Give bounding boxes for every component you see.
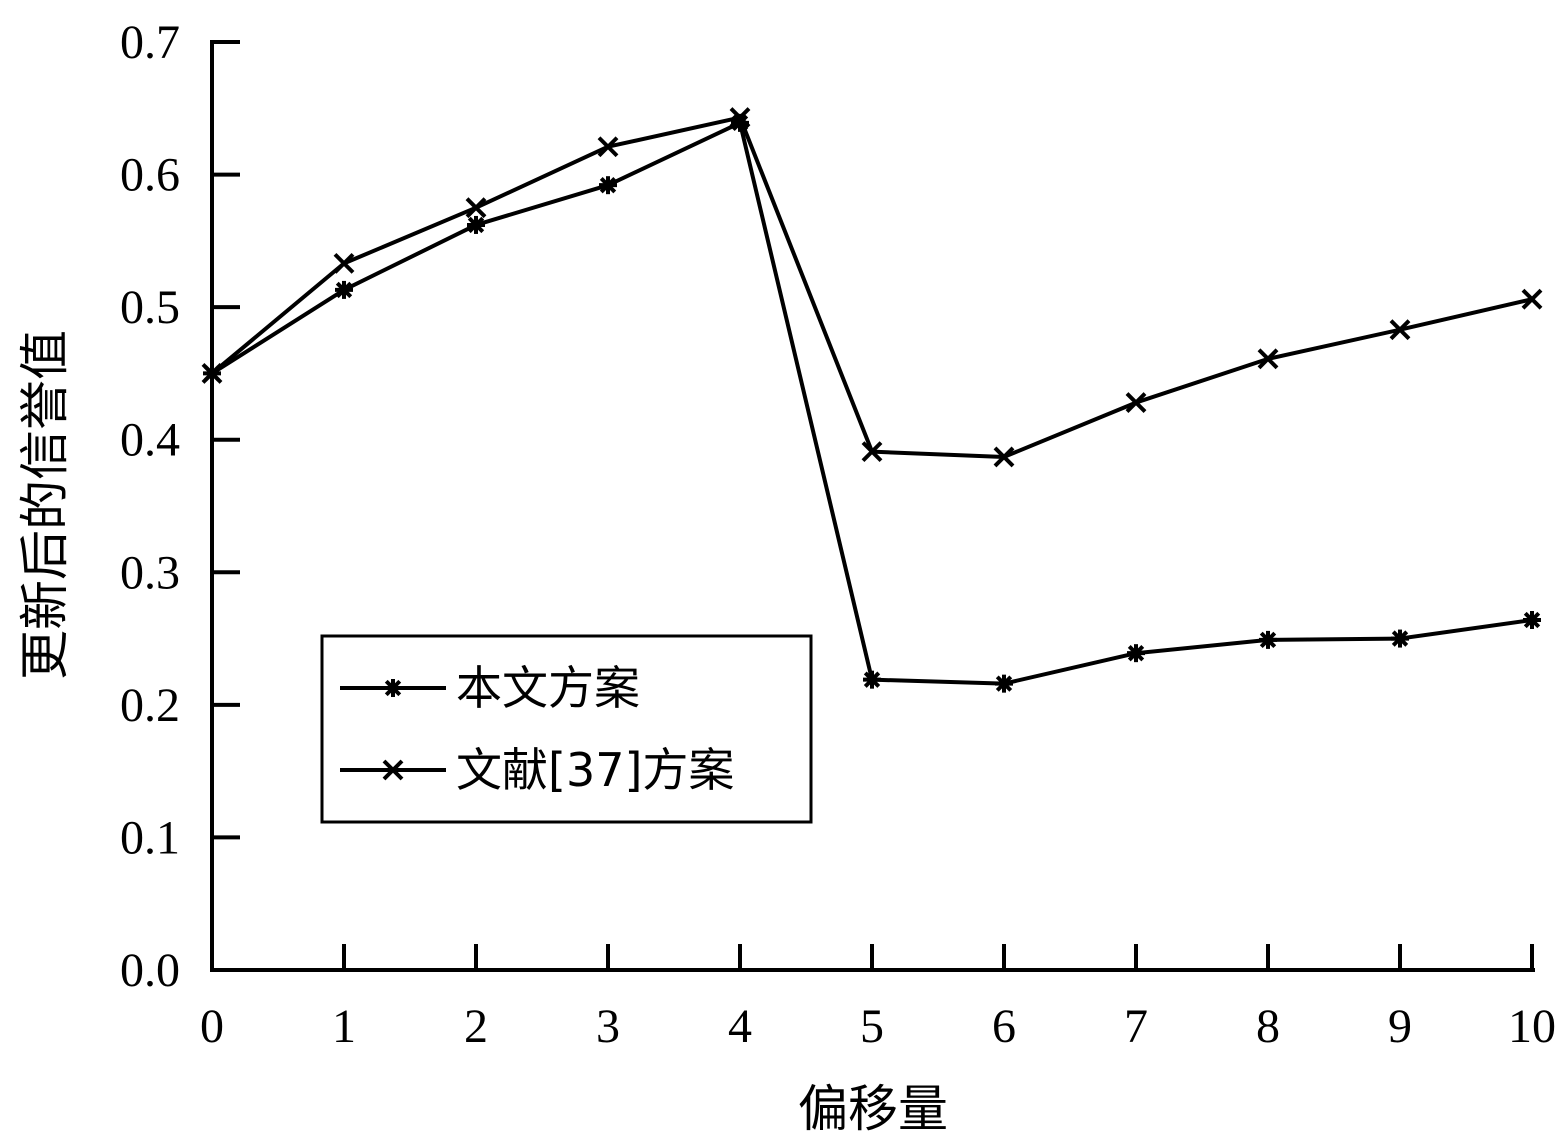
series-layer (201, 107, 1543, 693)
y-tick-label: 0.4 (120, 414, 180, 467)
data-point (993, 446, 1015, 468)
x-tick-label: 7 (1124, 1000, 1148, 1053)
y-tick-label: 0.6 (120, 149, 180, 202)
x-tick-label: 8 (1256, 1000, 1280, 1053)
x-tick-label: 3 (596, 1000, 620, 1053)
axes (210, 40, 1535, 972)
y-tick-label: 0.5 (120, 281, 180, 334)
legend-marker (384, 679, 402, 697)
x-tick-label: 6 (992, 1000, 1016, 1053)
legend-label: 文献[37]方案 (456, 743, 734, 797)
data-point (729, 107, 751, 128)
data-point (465, 197, 487, 219)
y-axis-title: 更新后的信誉值 (16, 330, 74, 680)
data-point (1125, 392, 1147, 414)
data-point (335, 280, 353, 299)
data-point (861, 441, 883, 463)
data-point (863, 670, 881, 689)
x-tick-label: 0 (200, 1000, 224, 1053)
data-point (1127, 644, 1145, 663)
data-point (597, 136, 619, 158)
ticks: 0 1 2 3 4 5 6 7 8 9 10 0.0 0.1 0.2 0.3 0.4 0.5 0.6 0.7 (120, 16, 1556, 1053)
data-point (333, 252, 355, 274)
x-tick-label: 9 (1388, 1000, 1412, 1053)
y-tick-label: 0.7 (120, 16, 180, 69)
y-tick-label: 0.1 (120, 811, 180, 864)
data-point (995, 674, 1013, 693)
data-point (1389, 319, 1411, 341)
x-tick-label: 1 (332, 1000, 356, 1053)
data-point (1259, 630, 1277, 649)
legend-item-2: 文献[37]方案 (340, 743, 734, 797)
legend-label: 本文方案 (456, 661, 640, 715)
data-point (1391, 629, 1409, 648)
data-point (1521, 288, 1543, 310)
data-point (599, 176, 617, 195)
series-line (210, 115, 1533, 459)
x-tick-label: 5 (860, 1000, 884, 1053)
x-tick-label: 4 (728, 1000, 752, 1053)
legend-marker (382, 759, 404, 781)
y-tick-label: 0.2 (120, 679, 180, 732)
y-tick-label: 0.0 (120, 944, 180, 997)
x-axis-title: 偏移量 (798, 1080, 948, 1138)
data-point (1523, 611, 1541, 630)
data-point (1257, 348, 1279, 370)
legend-item-1: 本文方案 (340, 661, 640, 715)
x-tick-label: 10 (1508, 1000, 1556, 1053)
series-1 (203, 113, 1541, 693)
data-point (201, 363, 223, 384)
series-2 (201, 107, 1543, 468)
data-point (467, 215, 485, 234)
y-tick-label: 0.3 (120, 546, 180, 599)
x-tick-label: 2 (464, 1000, 488, 1053)
legend-box (320, 634, 813, 824)
series-line (210, 120, 1533, 686)
